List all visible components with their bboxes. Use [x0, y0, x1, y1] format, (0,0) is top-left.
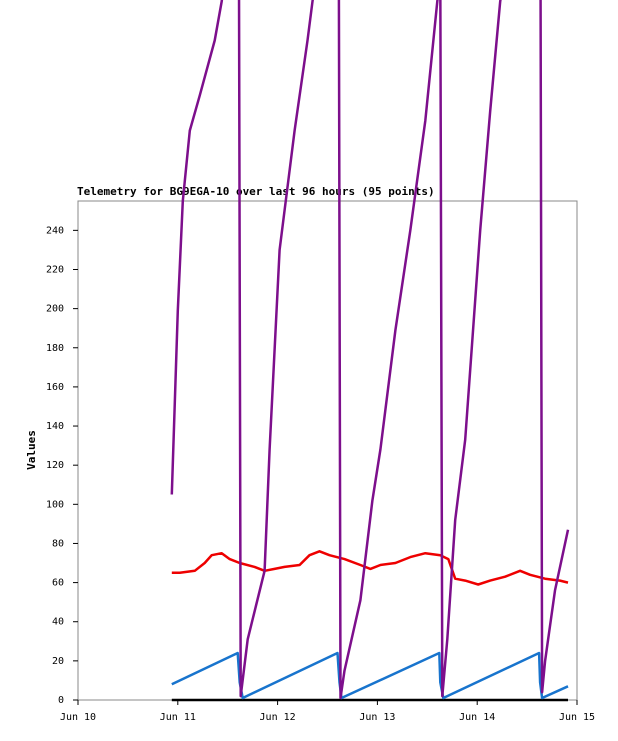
y-tick-label: 60 [52, 578, 64, 589]
x-tick-label: Jun 12 [260, 712, 296, 723]
x-tick-label: Jun 14 [459, 712, 495, 723]
y-tick-label: 0 [58, 695, 64, 706]
y-tick-label: 140 [46, 421, 64, 432]
y-tick-label: 120 [46, 460, 64, 471]
x-tick-label: Jun 13 [359, 712, 395, 723]
x-tick-label: Jun 10 [60, 712, 96, 723]
series-line [171, 550, 569, 586]
y-tick-label: 20 [52, 656, 64, 667]
y-tick-label: 240 [46, 225, 64, 236]
x-tick-label: Jun 15 [559, 712, 595, 723]
x-tick-label: Jun 11 [160, 712, 196, 723]
y-tick-label: 80 [52, 538, 64, 549]
y-tick-label: 220 [46, 264, 64, 275]
chart-title: Telemetry for BG9EGA-10 over last 96 hou… [77, 185, 435, 198]
y-tick-label: 160 [46, 382, 64, 393]
plot-frame [77, 200, 578, 701]
y-tick-label: 180 [46, 343, 64, 354]
series-line [171, 651, 569, 700]
y-tick-label: 200 [46, 304, 64, 315]
y-tick-label: 40 [52, 617, 64, 628]
y-tick-label: 100 [46, 499, 64, 510]
y-axis-label: Values [25, 430, 38, 470]
series-line [170, 0, 570, 700]
